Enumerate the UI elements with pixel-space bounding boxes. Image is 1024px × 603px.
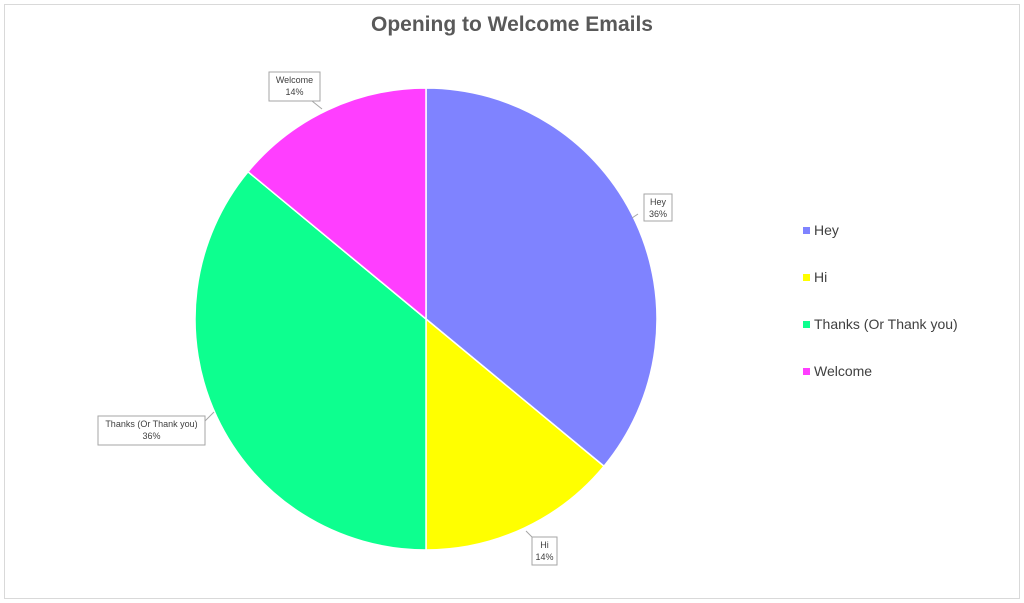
data-label-category: Welcome [276,75,313,85]
chart-title: Opening to Welcome Emails [370,13,653,36]
data-label-category: Thanks (Or Thank you) [105,419,197,429]
legend-swatch [803,227,810,234]
leader-line [631,213,639,219]
data-label-welcome: Welcome 14% [268,71,323,110]
pie-slice-hi [425,317,606,551]
legend-label: Thanks (Or Thank you) [814,316,958,332]
legend-swatch [803,321,810,328]
data-label-value: 36% [649,209,667,219]
data-label-value: 36% [142,431,160,441]
legend-label: Hi [814,269,828,285]
legend-swatch [803,368,810,375]
data-label-thanks-or-thank-you: Thanks (Or Thank you) 36% [97,411,215,446]
data-label-box [97,415,206,446]
data-label-value: 14% [535,552,553,562]
legend: Hey Hi Thanks (Or Thank you) Welcome [803,221,958,409]
data-label-category: Hey [650,197,667,207]
legend-item: Hey [803,221,958,268]
data-label-category: Hi [540,540,549,550]
data-label-value: 14% [285,87,303,97]
legend-item: Thanks (Or Thank you) [803,315,958,362]
legend-label: Hey [814,222,839,238]
legend-swatch [803,274,810,281]
legend-item: Hi [803,268,958,315]
data-label-hi: Hi 14% [525,530,558,566]
legend-label: Welcome [814,363,873,379]
data-label-box [531,536,558,566]
pie-slice-welcome [246,87,427,321]
data-label-box [268,71,321,102]
data-label-hey: Hey 36% [631,193,673,222]
data-label-box [643,193,673,222]
pie-slice-thanks-or-thank-you [194,170,427,551]
legend-item: Welcome [803,362,958,409]
pie-slice-hey [425,87,658,468]
leader-line [311,100,323,110]
leader-line [204,411,215,422]
